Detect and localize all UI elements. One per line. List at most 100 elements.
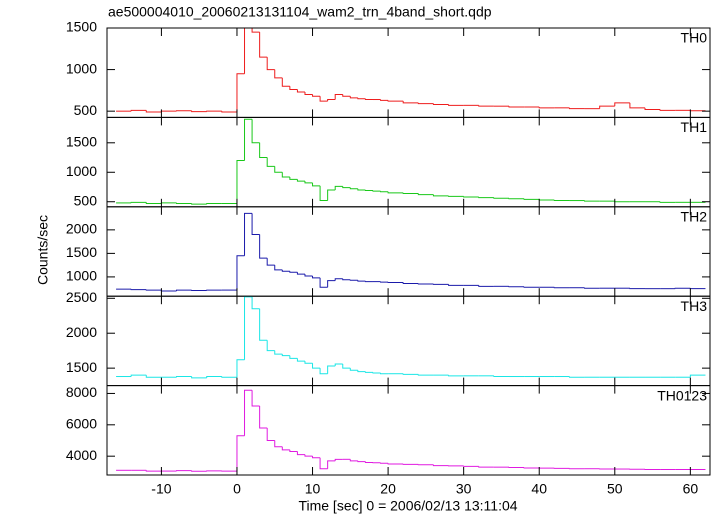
histogram-step [206, 203, 222, 205]
histogram-step [659, 201, 676, 203]
histogram-step [319, 96, 328, 102]
histogram-step [274, 265, 283, 271]
y-tick-label: 1500 [66, 244, 97, 260]
histogram-step [327, 365, 336, 374]
histogram-step [145, 110, 162, 113]
histogram-step [349, 187, 358, 190]
histogram-step [448, 195, 464, 197]
histogram-step [296, 272, 305, 275]
histogram-step [349, 368, 358, 371]
histogram-step [191, 470, 207, 472]
histogram-step [130, 374, 147, 377]
histogram-step [304, 181, 313, 184]
histogram-step [402, 373, 419, 375]
histogram-step [304, 361, 313, 364]
histogram-step [289, 86, 298, 91]
y-tick-label: 1000 [66, 268, 97, 284]
histogram-step [614, 102, 630, 107]
histogram-step [478, 105, 494, 107]
histogram-step [130, 201, 147, 203]
panel-frame [106, 385, 711, 476]
x-tick-label: -10 [151, 481, 171, 497]
histogram-step [145, 375, 162, 378]
histogram-step [244, 118, 253, 161]
histogram-step [236, 255, 245, 291]
panel-label: TH0 [681, 30, 708, 46]
histogram-step [380, 99, 389, 101]
histogram-step [319, 368, 328, 375]
histogram-step [334, 94, 343, 100]
y-tick-label: 2500 [66, 289, 97, 305]
histogram-step [312, 182, 321, 187]
histogram-step [493, 197, 509, 199]
histogram-step [357, 460, 366, 463]
histogram-step [417, 102, 434, 105]
histogram-step [289, 176, 298, 180]
histogram-step [387, 100, 404, 102]
histogram-step [266, 157, 275, 167]
histogram-step [508, 106, 525, 108]
histogram-step [644, 107, 661, 110]
panel-frame [106, 206, 711, 297]
histogram-step [145, 470, 162, 472]
histogram-step [221, 376, 237, 378]
histogram-step [281, 172, 290, 178]
y-tick-label: 1000 [66, 60, 97, 76]
histogram-step [689, 374, 706, 378]
histogram-step [380, 373, 389, 375]
histogram-step [236, 435, 245, 472]
x-tick-label: 60 [683, 481, 699, 497]
histogram-step [160, 290, 177, 292]
histogram-step [259, 308, 268, 341]
histogram-step [659, 109, 676, 111]
histogram-step [402, 101, 419, 104]
histogram-step [244, 296, 253, 360]
histogram-step [334, 363, 343, 367]
histogram-step [342, 278, 351, 281]
histogram-step [432, 194, 449, 197]
histogram-step [266, 340, 275, 352]
histogram-step [364, 98, 373, 101]
y-tick-label: 6000 [66, 416, 97, 432]
histogram-step [206, 376, 222, 378]
histogram-step [236, 159, 245, 204]
histogram-step [364, 461, 373, 463]
histogram-step [448, 375, 464, 377]
histogram-step [357, 280, 366, 282]
histogram-step [176, 289, 192, 292]
histogram-step [364, 371, 373, 373]
histogram-step [568, 107, 585, 110]
histogram-step [553, 199, 570, 202]
histogram-step [327, 280, 336, 288]
histogram-step [629, 102, 646, 109]
histogram-step [281, 77, 290, 87]
histogram-step [568, 376, 585, 378]
histogram-step [251, 28, 260, 33]
histogram-step [191, 110, 207, 113]
histogram-step [493, 375, 509, 378]
histogram-step [304, 274, 313, 277]
histogram-step [289, 449, 298, 452]
histogram-step [327, 189, 336, 201]
y-tick-label: 500 [74, 192, 98, 208]
histogram-step [478, 466, 494, 468]
histogram-step [274, 69, 283, 79]
histogram-step [236, 73, 245, 112]
histogram-step [130, 109, 147, 112]
y-tick-label: 1500 [66, 19, 97, 35]
histogram-step [364, 189, 373, 192]
histogram-step [251, 213, 260, 236]
histogram-step [251, 119, 260, 144]
histogram-step [387, 463, 404, 465]
panel-label: TH1 [681, 119, 708, 135]
panel-label: TH3 [681, 298, 708, 314]
histogram-step [334, 458, 343, 461]
x-tick-label: 30 [456, 481, 472, 497]
histogram-step [259, 142, 268, 159]
histogram-step [478, 197, 494, 199]
histogram-step [417, 193, 434, 196]
histogram-step [259, 32, 268, 58]
histogram-step [296, 451, 305, 456]
histogram-step [508, 198, 525, 200]
histogram-step [432, 103, 449, 106]
